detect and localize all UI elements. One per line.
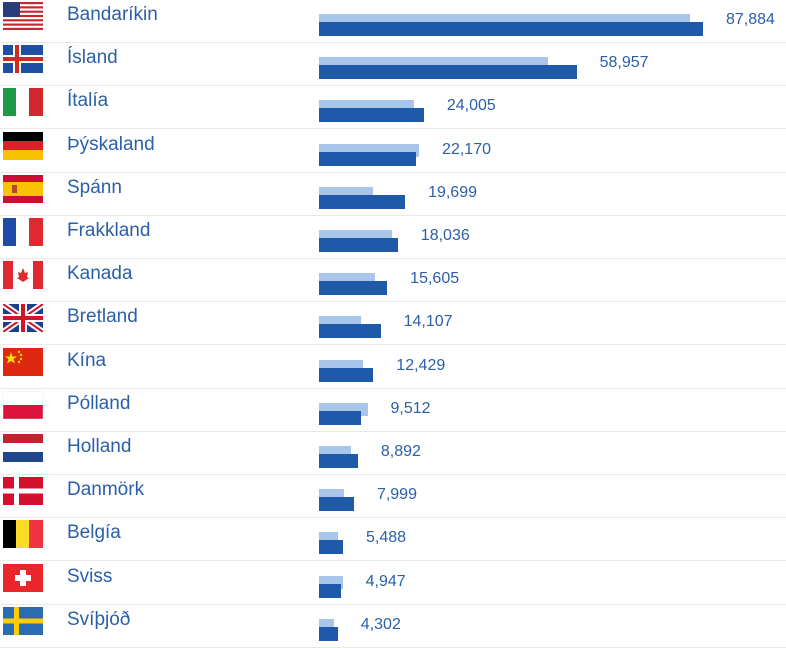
- chart-row: Ítalía 24,005: [0, 86, 786, 130]
- flag-canada-icon: [3, 261, 43, 290]
- flag-spain-icon: [3, 174, 43, 203]
- row-divider: [0, 387, 786, 389]
- category-label: Kína: [67, 349, 107, 371]
- chart-row: Belgía 5,488: [0, 518, 786, 562]
- bar-dark: [319, 540, 343, 555]
- category-label: Frakkland: [67, 220, 151, 241]
- row-divider: [0, 430, 786, 432]
- chart-row: Kína 12,429: [0, 346, 786, 389]
- bar-dark: [319, 281, 388, 296]
- bar-dark: [319, 324, 381, 339]
- value-label: 4,947: [365, 572, 406, 590]
- row-divider: [0, 42, 786, 43]
- category-label: Bretland: [67, 306, 138, 328]
- bar-dark: [319, 194, 406, 209]
- flag-france-icon: [3, 218, 43, 246]
- row-divider: [0, 128, 786, 130]
- category-label: Bandaríkin: [67, 4, 158, 25]
- flag-netherlands-icon: [3, 434, 43, 462]
- bar-dark: [319, 497, 354, 512]
- category-label: Belgía: [67, 522, 121, 544]
- flag-china-icon: [3, 347, 43, 376]
- bar-dark: [319, 151, 416, 166]
- flag-usa-icon: [3, 2, 43, 30]
- row-divider: [0, 603, 786, 605]
- category-label: Svíþjóð: [67, 608, 131, 630]
- chart-row: Kanada 15,605: [0, 259, 786, 303]
- bar-dark: [319, 22, 703, 36]
- category-label: Kanada: [67, 263, 133, 285]
- bar-dark: [319, 410, 361, 425]
- chart-row: Bandaríkin 87,884: [0, 0, 786, 43]
- value-label: 18,036: [420, 227, 470, 244]
- row-divider: [0, 474, 786, 475]
- bar-dark: [319, 367, 374, 382]
- flag-iceland-icon: [3, 45, 43, 74]
- chart-row: Bretland 14,107: [0, 302, 786, 346]
- row-divider: [0, 560, 786, 562]
- flag-poland-icon: [3, 390, 43, 419]
- flag-sweden-icon: [3, 606, 43, 635]
- value-label: 14,107: [403, 313, 453, 331]
- row-divider: [0, 258, 786, 259]
- row-divider: [0, 344, 786, 346]
- category-label: Holland: [67, 436, 132, 457]
- chart-row: Spánn 19,699: [0, 173, 786, 216]
- flag-italy-icon: [3, 88, 43, 117]
- value-label: 24,005: [446, 97, 496, 115]
- chart-row: Pólland 9,512: [0, 389, 786, 432]
- value-label: 19,699: [428, 183, 477, 201]
- flag-denmark-icon: [3, 477, 43, 506]
- bar-dark: [319, 238, 398, 252]
- bar-dark: [319, 583, 341, 598]
- chart-row: Svíþjóð 4,302: [0, 605, 786, 648]
- flag-switzerland-icon: [3, 563, 43, 592]
- category-label: Þýskaland: [67, 133, 155, 155]
- category-label: Ítalía: [67, 90, 109, 112]
- chart-row: Holland 8,892: [0, 432, 786, 475]
- row-divider: [0, 171, 786, 173]
- value-label: 5,488: [365, 529, 407, 547]
- value-label: 58,957: [599, 54, 649, 72]
- value-label: 4,302: [360, 615, 401, 633]
- category-label: Spánn: [67, 176, 122, 198]
- flag-belgium-icon: [3, 520, 43, 549]
- chart-row: Danmörk 7,999: [0, 475, 786, 519]
- row-divider: [0, 214, 786, 216]
- bar-dark: [319, 65, 577, 80]
- value-label: 87,884: [726, 11, 775, 28]
- value-label: 15,605: [410, 270, 460, 288]
- category-label: Ísland: [67, 47, 118, 69]
- category-label: Sviss: [67, 565, 113, 587]
- category-label: Pólland: [67, 392, 131, 414]
- category-label: Danmörk: [67, 479, 145, 501]
- chart-row: Ísland 58,957: [0, 43, 786, 87]
- bar-dark: [319, 626, 338, 641]
- chart-row: Sviss 4,947: [0, 562, 786, 605]
- chart-row: Þýskaland 22,170: [0, 130, 786, 173]
- bar-dark: [319, 454, 358, 468]
- value-label: 22,170: [442, 140, 491, 158]
- value-label: 12,429: [396, 356, 446, 374]
- flag-uk-icon: [3, 304, 43, 333]
- flag-germany-icon: [3, 131, 43, 160]
- value-label: 9,512: [390, 399, 431, 417]
- row-divider: [0, 301, 786, 303]
- row-divider: [0, 85, 786, 87]
- chart-row: Frakkland 18,036: [0, 216, 786, 259]
- value-label: 7,999: [376, 486, 417, 504]
- value-label: 8,892: [380, 443, 421, 460]
- bar-dark: [319, 108, 424, 123]
- row-divider: [0, 517, 786, 519]
